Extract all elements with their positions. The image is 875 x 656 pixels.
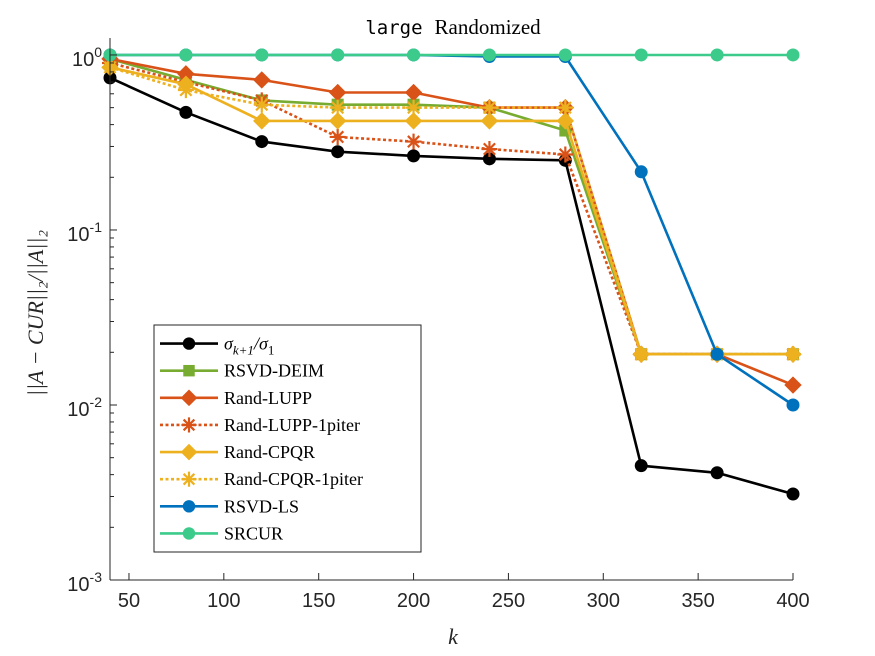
plot-area [101,48,802,501]
data-point-0-1 [179,105,193,119]
data-point-3-4 [405,133,422,150]
legend-label-1: RSVD-DEIM [224,361,324,381]
legend-label-5: Rand-CPQR-1piter [224,469,363,489]
data-point-4-4 [404,112,423,130]
data-point-2-9 [784,376,802,394]
x-tick-label: 200 [397,590,430,612]
y-axis-label: ||A − CUR||₂/||A||₂ [23,230,48,396]
legend: σk+1/σ1 RSVD-DEIM Rand-LUPP Rand-LUPP-1pite… [153,324,422,553]
legend-entry-4: Rand-CPQR [160,442,315,462]
legend-marker-2 [180,389,198,407]
y-tick-label: 10-2 [67,394,102,421]
legend-entry-5: Rand-CPQR-1piter [160,469,363,489]
data-point-7-4 [407,48,421,62]
legend-entry-2: Rand-LUPP [160,388,312,408]
data-point-7-5 [482,48,496,62]
data-point-2-4 [404,83,423,102]
series-4 [101,58,802,363]
data-point-7-7 [634,48,648,62]
legend-label-7: SRCUR [224,523,283,543]
legend-marker-4 [180,443,198,461]
legend-marker-5 [181,471,197,487]
series-0 [103,71,800,501]
data-point-6-7 [634,165,648,179]
chart-title-mono: large [365,17,422,39]
data-point-5-4 [405,99,422,116]
x-tick-label: 100 [207,590,240,612]
y-tick-label: 10-3 [67,569,102,596]
legend-entry-0: σk+1/σ1 [160,334,274,358]
data-point-5-1 [177,82,194,99]
data-point-7-2 [255,48,269,62]
data-point-7-1 [179,48,193,62]
data-point-3-3 [329,128,346,145]
x-tick-label: 400 [776,590,809,612]
series-7 [103,48,800,62]
data-point-3-6 [557,146,574,163]
data-point-0-9 [786,487,800,501]
x-tick-label: 350 [681,590,714,612]
series-line-1 [109,57,793,356]
series-line-4 [109,66,793,356]
data-point-5-6 [557,99,574,116]
data-point-2-2 [253,71,271,89]
legend-label-6: RSVD-LS [224,496,299,516]
data-point-0-8 [710,466,724,480]
data-point-7-6 [558,48,572,62]
legend-entry-1: RSVD-DEIM [160,361,324,381]
x-axis-label: k [448,624,459,649]
chart-title-rest: Randomized [435,15,542,39]
legend-entry-6: RSVD-LS [160,496,299,516]
y-tick-label: 10-1 [67,219,102,246]
data-point-5-2 [253,96,270,113]
legend-box [153,324,422,553]
legend-marker-7 [182,527,196,540]
legend-label-2: Rand-LUPP [224,388,312,408]
legend-marker-3 [181,417,197,433]
data-point-0-7 [634,459,648,473]
data-point-0-3 [331,145,345,159]
legend-marker-0 [182,337,196,350]
data-point-6-8 [710,347,724,361]
data-point-2-3 [328,83,347,102]
x-tick-label: 250 [492,590,525,612]
chart-title: large Randomized [365,15,541,39]
data-point-0-4 [407,149,421,163]
legend-entry-3: Rand-LUPP-1piter [160,415,360,435]
legend-marker-1 [183,364,195,377]
series-line-0 [109,76,794,496]
legend-marker-6 [182,500,196,513]
series-line-3 [109,61,793,356]
legend-label-4: Rand-CPQR [224,442,315,462]
y-tick-label: 100 [72,44,102,71]
data-point-7-3 [331,48,345,62]
data-point-4-3 [328,112,347,130]
data-point-5-9 [785,346,801,363]
x-tick-label: 150 [302,590,335,612]
x-tick-label: 50 [118,590,140,612]
data-point-3-5 [481,141,498,158]
axes: 50 100 150 200 250 300 350 400 10-3 10-2 10-1 100 [67,38,810,612]
data-point-7-9 [786,48,800,62]
legend-label-3: Rand-LUPP-1piter [224,415,360,435]
data-point-5-7 [633,346,650,363]
series-line-5 [109,66,793,356]
legend-entry-7: SRCUR [160,523,283,543]
data-point-5-5 [481,99,498,116]
data-point-7-8 [710,48,724,62]
data-point-4-2 [253,112,271,130]
data-point-4-5 [480,112,499,130]
legend-label-0: σk+1/σ1 [224,334,274,358]
data-point-6-9 [786,398,800,412]
data-point-5-3 [329,99,346,116]
data-point-0-2 [255,135,269,149]
x-tick-label: 300 [587,590,620,612]
series-5 [102,59,801,363]
